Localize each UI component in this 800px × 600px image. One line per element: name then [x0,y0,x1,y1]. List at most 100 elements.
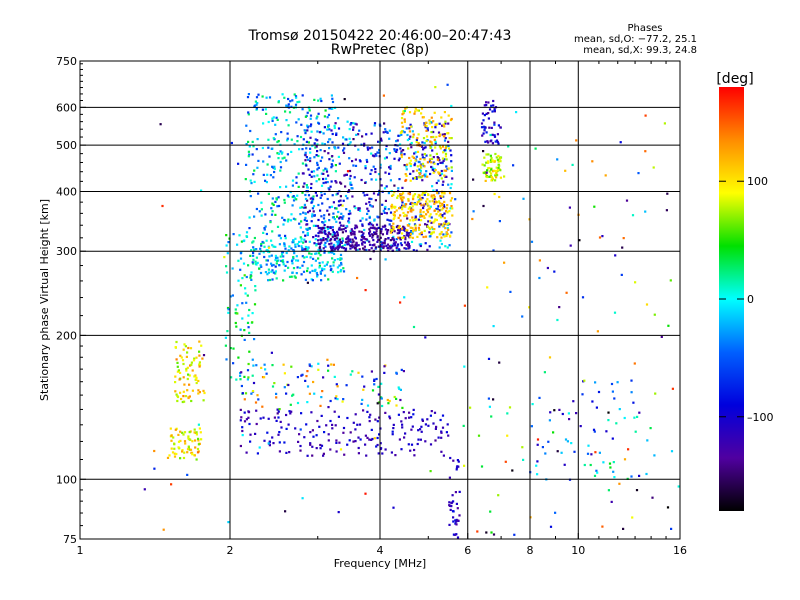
data-point [347,217,351,220]
data-point [386,232,389,235]
data-point [312,210,315,213]
data-point [446,246,449,249]
data-point [398,438,401,441]
data-point [399,206,402,209]
data-point [399,228,402,231]
data-point [326,261,329,264]
data-point [374,418,377,421]
data-point [487,112,490,115]
data-point [355,248,358,251]
data-point [366,436,369,439]
data-point [246,378,249,381]
data-point [262,416,265,419]
data-point [317,218,320,222]
data-point [348,177,351,180]
data-point [421,153,424,156]
data-point [441,204,444,207]
data-point [281,151,284,154]
data-point [254,100,257,103]
data-point [253,249,256,252]
data-point [327,174,330,177]
data-point [328,206,331,209]
data-point [254,285,257,288]
data-point [334,235,337,238]
data-point [362,409,365,412]
data-point [441,183,444,186]
data-point [443,192,446,195]
data-point [285,251,288,255]
data-point [399,219,402,222]
data-point [295,272,298,275]
data-point [487,141,490,144]
data-point [263,245,266,248]
data-point [190,361,193,364]
data-point [391,244,394,247]
data-point [306,246,309,249]
data-point [360,230,363,233]
chart-subtitle: RwPretec (8p) [331,42,429,58]
data-point [251,241,254,244]
data-point [301,373,304,376]
data-point [454,491,457,494]
data-point [338,221,342,224]
data-point [311,144,314,147]
data-point [314,252,317,255]
data-point [483,156,486,159]
data-point [248,422,251,426]
data-point [421,179,424,182]
data-point [252,262,255,265]
data-point [312,224,315,227]
data-point [223,256,226,259]
data-point [498,195,501,199]
data-point [403,153,406,156]
data-point [179,430,182,433]
data-point [340,182,343,185]
data-point [362,240,365,244]
data-point [396,245,399,248]
data-point [630,391,633,394]
data-point [451,207,454,210]
data-point [326,225,329,229]
data-point [366,193,369,196]
data-point [571,163,574,166]
data-point [387,237,390,240]
data-point [390,228,393,231]
data-point [401,204,404,207]
data-point [482,125,486,128]
data-point [338,243,341,246]
data-point [384,199,387,202]
data-point [399,197,403,200]
data-point [173,455,177,458]
data-point [277,152,280,155]
data-point [275,116,278,119]
data-point [420,112,423,115]
data-point [273,165,276,168]
data-point [363,385,366,388]
data-point [391,238,394,241]
data-point [326,181,329,184]
data-point [428,226,431,229]
data-point [652,166,655,169]
data-point [274,270,277,273]
data-point [375,230,378,233]
data-point [372,239,375,242]
data-point [320,215,323,218]
data-point [341,246,344,249]
data-point [234,308,237,311]
data-point [292,256,295,259]
data-point [421,196,424,200]
data-point [306,269,309,273]
data-point [399,301,402,304]
data-point [267,138,270,141]
data-point [400,193,404,196]
data-point [293,143,296,146]
data-point [175,393,178,396]
data-point [430,131,433,134]
data-point [384,448,387,451]
data-point [456,459,459,462]
data-point [277,433,280,436]
data-point [333,259,336,262]
data-point [259,271,263,275]
data-point [493,192,496,196]
data-point [442,151,445,154]
